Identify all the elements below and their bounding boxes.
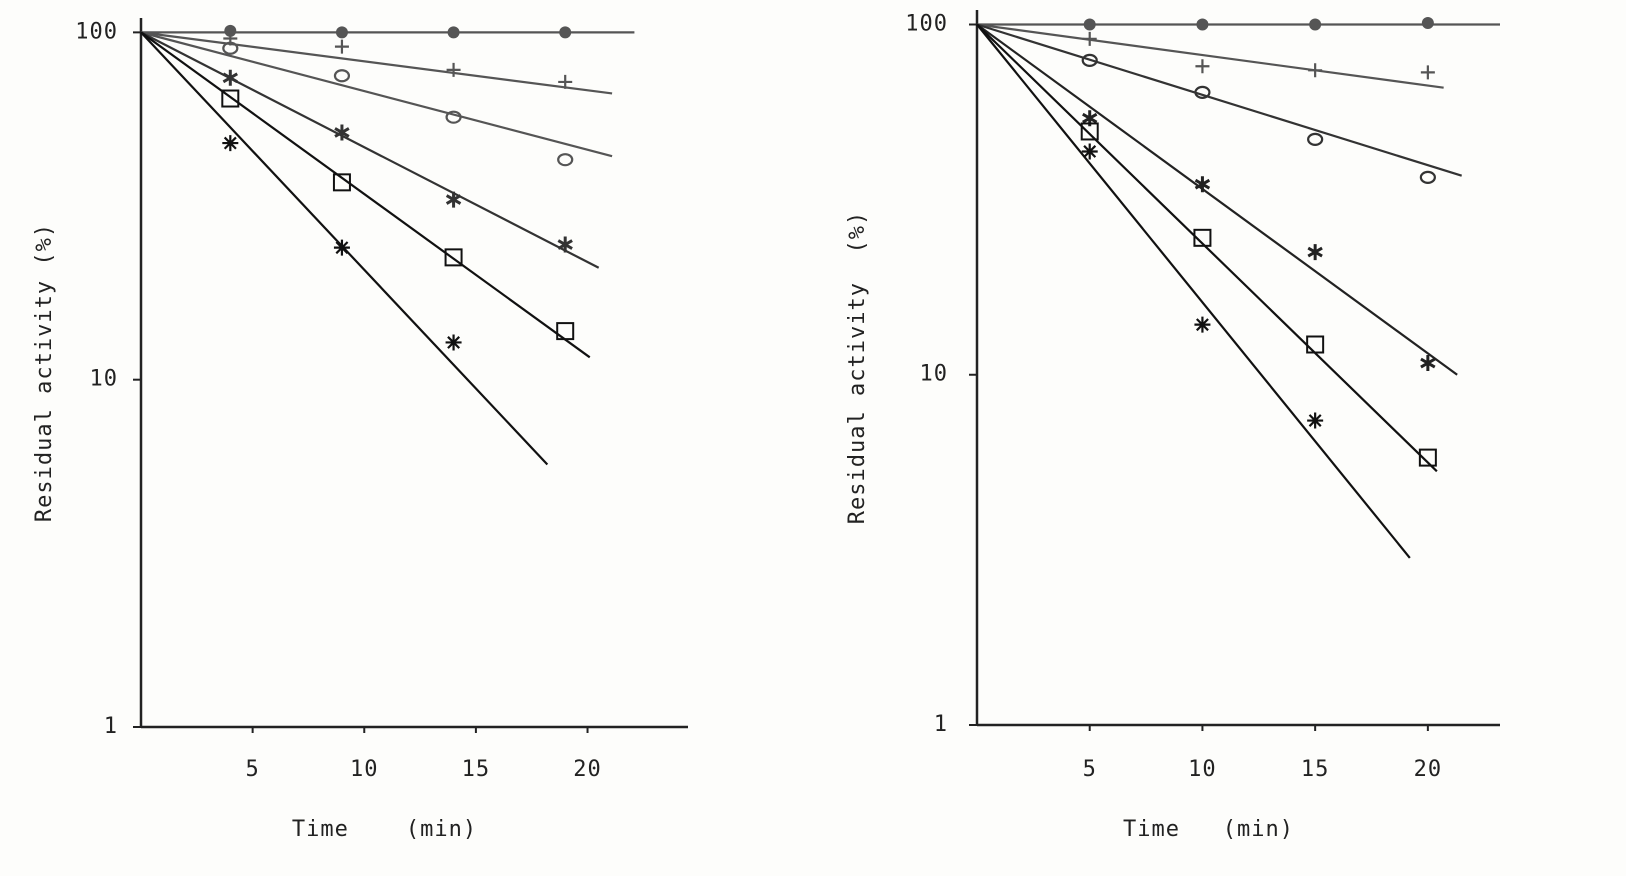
marker xyxy=(1420,355,1436,372)
marker xyxy=(1419,170,1436,184)
marker xyxy=(333,69,351,83)
marker xyxy=(224,24,237,37)
fit-line xyxy=(976,23,1411,559)
marker xyxy=(1195,59,1210,74)
marker xyxy=(1080,122,1099,141)
marker xyxy=(1194,176,1211,193)
marker xyxy=(1082,31,1097,46)
marker xyxy=(445,110,462,124)
fit-line xyxy=(140,31,591,359)
fit-line xyxy=(976,23,1444,89)
x-tick-label: 15 xyxy=(1301,757,1330,782)
fit-line xyxy=(140,31,613,158)
marker xyxy=(334,39,349,54)
marker xyxy=(1083,18,1096,31)
x-tick-label: 20 xyxy=(1414,757,1443,782)
y-tick-label: 10 xyxy=(920,362,949,387)
x-axis-title: Time (min) xyxy=(1123,817,1294,842)
marker xyxy=(222,135,239,152)
marker xyxy=(1307,132,1324,146)
marker xyxy=(444,248,463,267)
marker xyxy=(1309,18,1322,31)
fit-line xyxy=(976,23,1458,376)
x-tick-label: 5 xyxy=(246,757,260,782)
marker xyxy=(222,41,239,55)
marker xyxy=(446,62,461,77)
marker xyxy=(1307,244,1323,261)
marker xyxy=(1306,335,1325,354)
marker xyxy=(559,26,572,39)
x-tick-label: 5 xyxy=(1083,757,1097,782)
y-tick-label: 100 xyxy=(905,11,948,36)
marker xyxy=(1081,143,1098,160)
y-axis-title: Residual activity (%) xyxy=(32,223,57,522)
fit-line xyxy=(976,23,1463,177)
marker xyxy=(445,334,462,351)
x-tick-label: 15 xyxy=(462,757,491,782)
marker xyxy=(1418,448,1437,467)
x-tick-label: 10 xyxy=(350,757,379,782)
marker xyxy=(447,26,460,39)
y-tick-label: 1 xyxy=(934,712,948,737)
y-tick-label: 10 xyxy=(90,367,119,392)
marker xyxy=(1307,412,1324,429)
x-axis-title: Time (min) xyxy=(292,817,477,842)
marker xyxy=(1421,16,1434,29)
x-tick-label: 10 xyxy=(1188,757,1217,782)
marker xyxy=(557,153,574,167)
y-tick-label: 100 xyxy=(75,19,118,44)
marker xyxy=(333,239,350,256)
marker xyxy=(1196,18,1209,31)
fit-line xyxy=(140,31,613,95)
marker xyxy=(334,124,350,141)
marker xyxy=(558,74,573,89)
fit-line xyxy=(140,31,600,269)
y-tick-label: 1 xyxy=(104,714,118,739)
marker xyxy=(1081,53,1098,67)
marker xyxy=(1420,65,1435,80)
x-tick-label: 20 xyxy=(573,757,602,782)
fit-line xyxy=(976,23,1438,473)
marker xyxy=(335,26,348,39)
marker xyxy=(556,322,575,341)
marker xyxy=(1194,85,1211,99)
y-axis-title: Residual activity (%) xyxy=(845,211,870,524)
marker xyxy=(1308,63,1323,78)
marker xyxy=(557,236,573,253)
marker xyxy=(221,89,240,108)
marker xyxy=(222,69,238,86)
marker xyxy=(332,173,351,192)
marker xyxy=(445,191,462,208)
marker xyxy=(1193,228,1212,247)
marker xyxy=(1194,316,1211,333)
